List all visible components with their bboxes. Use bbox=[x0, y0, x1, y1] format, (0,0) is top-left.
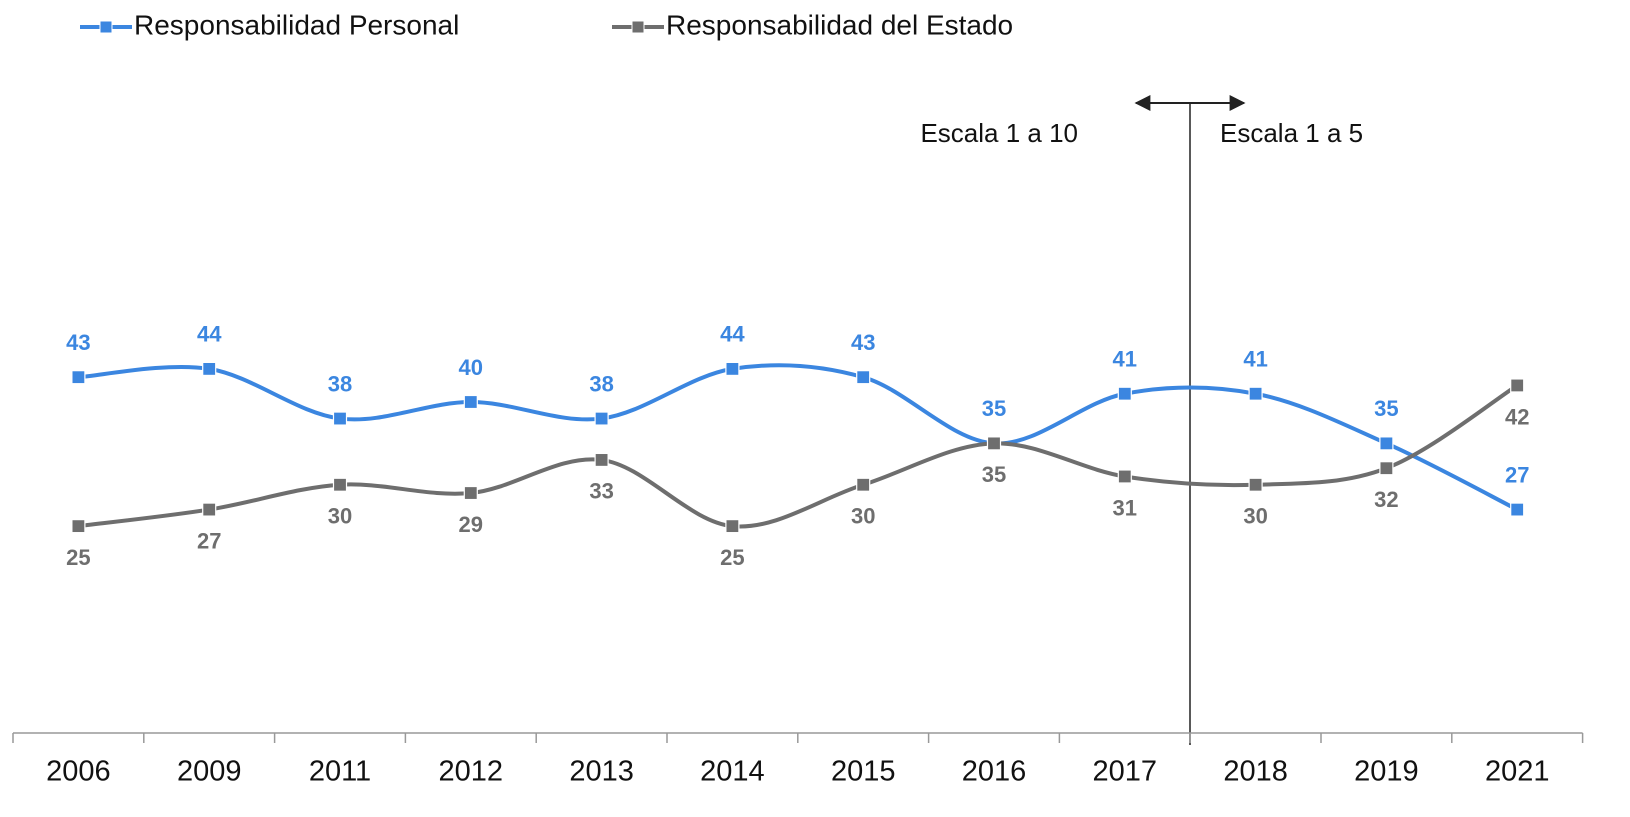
x-tick-label: 2013 bbox=[569, 756, 634, 788]
data-label: 27 bbox=[197, 528, 221, 553]
data-label: 25 bbox=[720, 545, 744, 570]
data-point bbox=[71, 519, 86, 534]
data-point bbox=[332, 411, 348, 426]
data-point bbox=[1510, 378, 1525, 393]
legend-label: Responsabilidad Personal bbox=[134, 9, 459, 40]
data-point bbox=[1379, 436, 1394, 451]
x-tick-label: 2018 bbox=[1223, 756, 1288, 788]
data-point bbox=[856, 477, 871, 492]
data-label: 44 bbox=[197, 322, 222, 347]
data-label: 30 bbox=[328, 504, 352, 529]
legend-marker bbox=[99, 20, 113, 34]
x-tick-label: 2011 bbox=[309, 756, 371, 788]
data-label: 29 bbox=[459, 512, 483, 537]
data-point bbox=[725, 361, 740, 376]
x-tick-label: 2009 bbox=[177, 756, 242, 788]
data-point bbox=[1117, 386, 1132, 401]
x-tick-label: 2021 bbox=[1485, 756, 1550, 788]
data-label: 41 bbox=[1243, 347, 1267, 372]
data-point bbox=[202, 502, 217, 517]
data-label: 43 bbox=[66, 330, 90, 355]
x-tick-label: 2015 bbox=[831, 756, 896, 788]
data-point bbox=[1248, 386, 1263, 401]
legend-label: Responsabilidad del Estado bbox=[666, 9, 1013, 40]
data-point bbox=[463, 394, 478, 410]
data-label: 35 bbox=[982, 396, 1006, 421]
x-tick-label: 2017 bbox=[1093, 756, 1158, 788]
annotation: Escala 1 a 5 bbox=[1220, 118, 1363, 148]
x-tick-label: 2012 bbox=[439, 756, 504, 788]
data-point bbox=[202, 361, 217, 376]
data-point bbox=[1510, 502, 1525, 517]
data-point bbox=[856, 370, 871, 385]
data-label: 30 bbox=[1243, 504, 1267, 529]
x-tick-label: 2006 bbox=[46, 756, 111, 788]
data-label: 33 bbox=[589, 479, 613, 504]
data-point bbox=[1379, 461, 1394, 476]
annotation: Escala 1 a 10 bbox=[920, 118, 1078, 148]
data-label: 43 bbox=[851, 330, 875, 355]
data-point bbox=[1248, 477, 1263, 492]
data-label: 25 bbox=[66, 545, 90, 570]
series-line bbox=[78, 363, 1519, 512]
data-label: 38 bbox=[589, 371, 613, 396]
x-tick-label: 2014 bbox=[700, 756, 765, 788]
data-label: 27 bbox=[1505, 462, 1529, 487]
data-label: 35 bbox=[982, 462, 1006, 487]
data-label: 40 bbox=[459, 355, 483, 380]
data-point bbox=[725, 519, 740, 534]
series-line bbox=[78, 383, 1519, 529]
data-point bbox=[594, 452, 609, 468]
data-label: 35 bbox=[1374, 396, 1398, 421]
data-label: 38 bbox=[328, 371, 352, 396]
data-point bbox=[463, 485, 478, 501]
data-label: 42 bbox=[1505, 404, 1529, 429]
data-label: 44 bbox=[720, 322, 745, 347]
data-label: 30 bbox=[851, 504, 875, 529]
data-point bbox=[986, 436, 1002, 451]
data-label: 31 bbox=[1113, 495, 1137, 520]
legend-marker bbox=[631, 20, 645, 34]
data-point bbox=[594, 411, 609, 426]
data-point bbox=[1117, 469, 1132, 484]
x-tick-label: 2019 bbox=[1354, 756, 1419, 788]
data-label: 41 bbox=[1113, 347, 1137, 372]
data-point bbox=[71, 370, 86, 385]
data-label: 32 bbox=[1374, 487, 1398, 512]
x-tick-label: 2016 bbox=[962, 756, 1027, 788]
data-point bbox=[332, 477, 348, 492]
